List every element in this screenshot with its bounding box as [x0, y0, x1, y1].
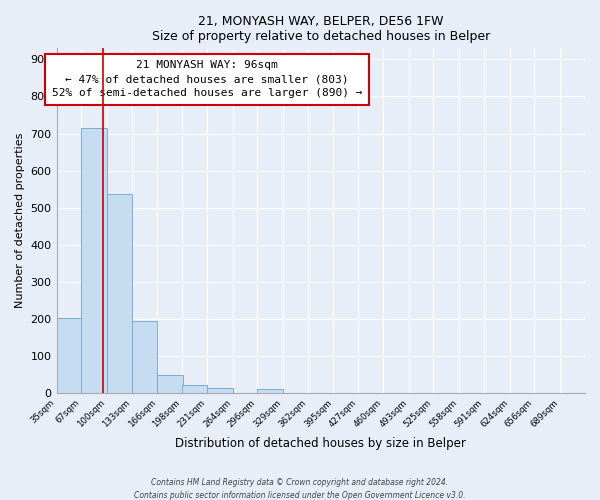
Text: Contains HM Land Registry data © Crown copyright and database right 2024.
Contai: Contains HM Land Registry data © Crown c… — [134, 478, 466, 500]
Bar — [56, 318, 82, 393]
X-axis label: Distribution of detached houses by size in Belper: Distribution of detached houses by size … — [175, 437, 466, 450]
Bar — [107, 194, 132, 393]
Bar — [182, 384, 208, 393]
Bar — [157, 376, 182, 393]
Bar — [81, 128, 107, 393]
Text: 21 MONYASH WAY: 96sqm
← 47% of detached houses are smaller (803)
52% of semi-det: 21 MONYASH WAY: 96sqm ← 47% of detached … — [52, 60, 362, 98]
Y-axis label: Number of detached properties: Number of detached properties — [15, 133, 25, 308]
Title: 21, MONYASH WAY, BELPER, DE56 1FW
Size of property relative to detached houses i: 21, MONYASH WAY, BELPER, DE56 1FW Size o… — [152, 15, 490, 43]
Bar — [132, 322, 157, 393]
Bar — [208, 388, 233, 393]
Bar — [257, 389, 283, 393]
